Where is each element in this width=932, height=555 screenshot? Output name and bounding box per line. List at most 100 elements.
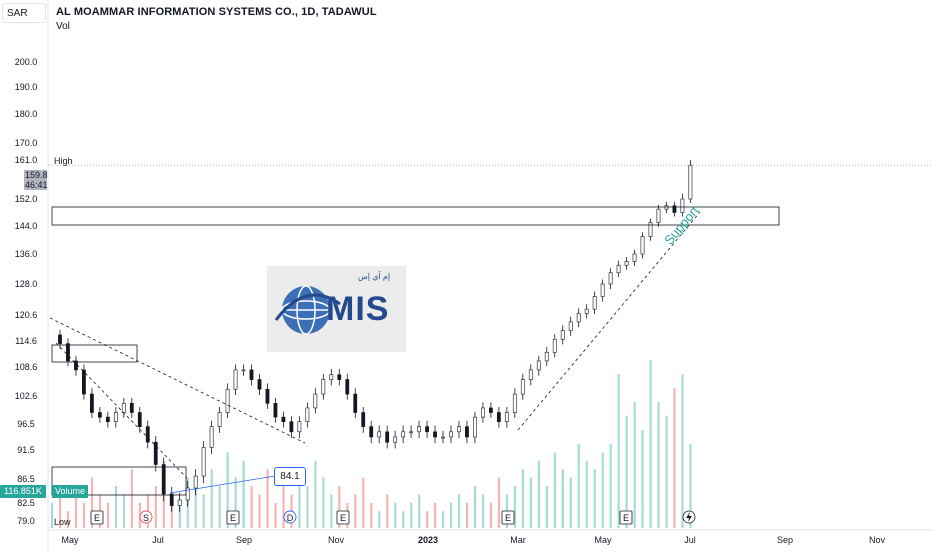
y-tick-label: 86.5 (17, 474, 35, 484)
candle-body (321, 379, 326, 395)
candle-body (393, 436, 398, 443)
candle-body (457, 426, 461, 433)
volume-bar (521, 469, 525, 528)
event-marker[interactable]: D (283, 510, 297, 524)
candle-body (265, 388, 270, 404)
event-marker-letter: E (94, 513, 100, 523)
candle-body (449, 431, 453, 438)
candle-body (121, 403, 126, 413)
earnings-marker-box (226, 510, 240, 525)
x-tick-label: Nov (869, 535, 886, 545)
candle-body (153, 441, 158, 465)
volume-bar (497, 477, 501, 528)
volume-bar (338, 486, 341, 528)
candle-body (209, 426, 214, 448)
candle-body (504, 412, 509, 423)
volume-bar (114, 486, 118, 528)
event-marker-letter: D (287, 513, 294, 523)
volume-bar (569, 477, 572, 528)
y-tick-label: 161.0 (15, 155, 38, 165)
candle-body (105, 416, 110, 423)
volume-bar (226, 452, 229, 528)
volume-bar (545, 486, 548, 528)
y-tick-label: 108.6 (15, 362, 38, 372)
volume-indicator-label[interactable]: Vol (56, 21, 70, 32)
volume-bar (457, 494, 461, 528)
candle-body (129, 403, 134, 413)
x-tick-label: May (61, 535, 79, 545)
volume-bar (266, 469, 269, 528)
symbol-title: AL MOAMMAR INFORMATION SYSTEMS CO., 1D, … (56, 6, 377, 18)
candle-body (137, 412, 142, 427)
volume-bar (489, 502, 493, 528)
event-marker[interactable]: E (619, 510, 633, 525)
event-marker-letter: E (340, 513, 346, 523)
downtrend-line-2 (55, 342, 188, 479)
candle-body (257, 379, 262, 390)
event-marker-circle (139, 510, 153, 524)
event-marker-letter: S (143, 513, 149, 523)
candle-body (145, 426, 150, 443)
candle-body (281, 416, 286, 423)
current-price: 159.8 (25, 170, 48, 180)
downtrend-line (49, 317, 306, 444)
candle-body (656, 208, 661, 223)
candle-body (672, 205, 677, 213)
event-marker[interactable]: E (90, 510, 104, 525)
volume-bar (641, 430, 644, 528)
volume-bar (306, 486, 309, 528)
volume-bar (322, 477, 325, 528)
candle-body (465, 426, 469, 438)
x-tick-label: Sep (777, 535, 793, 545)
volume-bar (593, 469, 596, 528)
callout-pointer (169, 475, 276, 494)
volume-bar (218, 486, 221, 528)
y-tick-label: 144.0 (15, 221, 38, 231)
event-marker[interactable]: E (226, 510, 240, 525)
high-label: High (54, 156, 73, 166)
candle-body (58, 334, 62, 344)
volume-name-badge: Volume (52, 485, 89, 498)
candle-body (361, 412, 366, 427)
volume-bar (330, 494, 333, 528)
price-callout[interactable]: 84.1 (274, 467, 306, 486)
volume-bar (553, 452, 556, 528)
volume-bar (649, 360, 652, 528)
candle-body (688, 164, 693, 200)
volume-bar (465, 502, 469, 528)
candle-body (433, 431, 437, 438)
event-marker[interactable]: S (139, 510, 153, 524)
candle-body (608, 272, 613, 285)
company-logo (267, 266, 406, 352)
earnings-marker-box (501, 510, 515, 525)
x-tick-label: Mar (510, 535, 526, 545)
candle-body (544, 351, 549, 362)
volume-bar (122, 494, 126, 528)
candle-body (66, 343, 70, 362)
candle-body (481, 407, 485, 418)
candle-body (233, 369, 238, 390)
y-tick-label: 152.0 (15, 194, 38, 204)
volume-bar (202, 494, 205, 528)
candle-body (297, 421, 302, 433)
volume-bar (609, 444, 612, 528)
volume-bar (633, 402, 636, 528)
candle-body (632, 253, 637, 262)
volume-bar (561, 469, 564, 528)
x-tick-label: 2023 (418, 535, 438, 545)
candle-body (409, 431, 414, 434)
volume-bar (82, 502, 86, 528)
candle-body (353, 393, 358, 413)
event-marker[interactable]: E (501, 510, 515, 525)
y-tick-label: 128.0 (15, 279, 38, 289)
volume-bar (58, 494, 62, 528)
candle-body (401, 431, 406, 438)
event-marker[interactable]: E (336, 510, 350, 525)
volume-bar (426, 511, 429, 528)
candle-body (201, 447, 206, 477)
candle-body (289, 421, 294, 433)
candle-body (616, 264, 621, 274)
currency-selector[interactable]: SAR (2, 3, 46, 23)
